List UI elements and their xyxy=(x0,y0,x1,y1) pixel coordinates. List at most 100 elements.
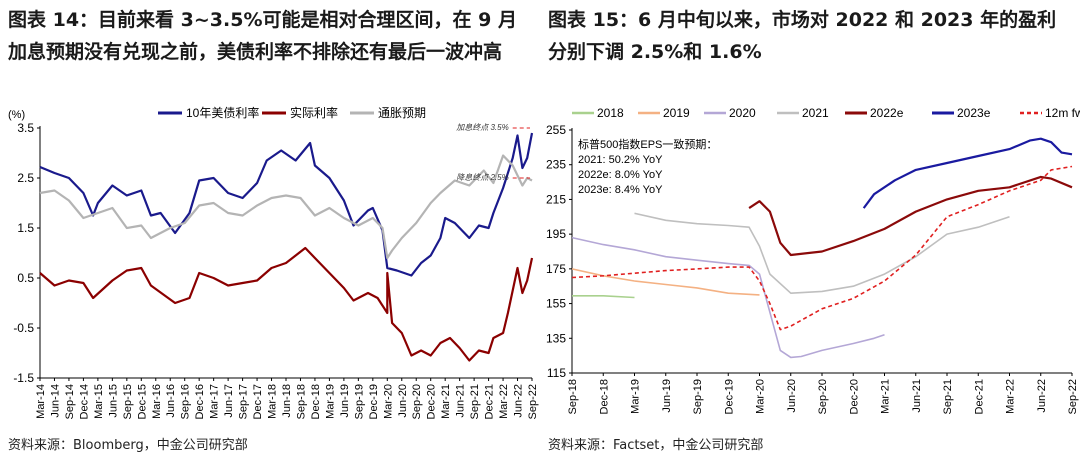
x-tick-label: Sep-22 xyxy=(1067,379,1079,414)
y-tick-label: 195 xyxy=(546,227,566,241)
legend-label: 12m fwd xyxy=(1045,106,1080,120)
x-tick-label: Jun-14 xyxy=(49,384,61,418)
x-tick-label: Sep-22 xyxy=(527,384,539,419)
y-tick-label: 115 xyxy=(547,366,566,380)
x-tick-label: Mar-20 xyxy=(382,384,394,419)
x-tick-label: Jun-18 xyxy=(281,384,293,418)
x-tick-label: Mar-16 xyxy=(151,384,163,419)
left-source: 资料来源：Bloomberg，中金公司研究部 xyxy=(8,438,248,453)
reference-label: 加息终点 3.5% xyxy=(456,123,508,132)
right-chart: 115 135 155 175 195 215 235 255 Sep-18 Dec-18 Mar-… xyxy=(546,106,1080,414)
y-tick-label: 235 xyxy=(546,158,566,172)
x-tick-label: Mar-20 xyxy=(755,379,767,414)
y-tick-label: 155 xyxy=(546,297,566,311)
x-tick-label: Sep-16 xyxy=(180,384,192,419)
y-tick-label: -1.5 xyxy=(13,371,34,385)
x-tick-label: Dec-17 xyxy=(252,384,264,419)
right-source: 资料来源：Factset，中金公司研究部 xyxy=(548,438,764,453)
right-chart-title: 图表 15：6 月中旬以来，市场对 2022 和 2023 年的盈利分别下调 2… xyxy=(548,9,1057,63)
y-tick-label: 255 xyxy=(546,123,566,137)
x-tick-label: Sep-14 xyxy=(64,384,76,419)
legend-label: 2020 xyxy=(729,106,756,120)
legend-label: 2021 xyxy=(802,106,829,120)
legend-label: 实际利率 xyxy=(290,105,338,120)
x-tick-label: Mar-21 xyxy=(880,379,892,414)
series-line-2021 xyxy=(634,212,1010,294)
x-tick-label: Mar-15 xyxy=(93,384,105,419)
x-tick-label: Mar-22 xyxy=(1005,379,1017,414)
x-tick-label: Dec-18 xyxy=(598,379,610,414)
x-tick-label: Sep-17 xyxy=(238,384,250,419)
x-tick-label: Sep-19 xyxy=(353,384,365,419)
x-tick-label: Jun-20 xyxy=(397,384,409,418)
x-tick-label: Sep-18 xyxy=(295,384,307,419)
y-tick-label: 1.5 xyxy=(17,221,34,235)
x-tick-label: Jun-19 xyxy=(661,379,673,413)
left-chart-title: 图表 14：目前来看 3~3.5%可能是相对合理区间，在 9 月加息预期没有兑现… xyxy=(8,9,517,63)
x-tick-label: Mar-22 xyxy=(498,384,510,419)
x-tick-label: Mar-21 xyxy=(440,384,452,419)
x-tick-label: Jun-21 xyxy=(455,384,467,418)
legend-label: 通胀预期 xyxy=(378,106,426,120)
x-tick-label: Mar-19 xyxy=(324,384,336,419)
x-tick-label: Dec-20 xyxy=(848,379,860,414)
series-line-2023e xyxy=(862,137,1073,209)
x-tick-label: Jun-19 xyxy=(339,384,351,418)
legend-label: 2019 xyxy=(663,106,690,120)
series-line-10 xyxy=(39,132,534,277)
series-line-series xyxy=(39,154,533,260)
reference-label: 降息终点 2.5% xyxy=(456,173,508,182)
x-tick-label: Dec-14 xyxy=(78,384,90,419)
x-tick-label: Mar-19 xyxy=(630,379,642,414)
y-tick-label: 3.5 xyxy=(17,121,34,135)
series-line-series xyxy=(39,246,534,362)
x-tick-label: Mar-17 xyxy=(209,384,221,419)
x-tick-label: Jun-15 xyxy=(107,384,119,418)
x-tick-label: Mar-14 xyxy=(35,384,47,419)
x-tick-label: Jun-22 xyxy=(513,384,525,418)
legend-label: 2018 xyxy=(597,106,624,120)
legend-label: 2022e xyxy=(870,106,904,120)
x-tick-label: Dec-16 xyxy=(194,384,206,419)
x-tick-label: Sep-21 xyxy=(469,384,481,419)
series-line-2018 xyxy=(572,295,635,299)
y-tick-label: -0.5 xyxy=(13,321,34,335)
x-tick-label: Jun-16 xyxy=(165,384,177,418)
eps-annotation-line: 2021: 50.2% YoY xyxy=(578,154,663,166)
eps-annotation-line: 2022e: 8.0% YoY xyxy=(578,169,663,181)
x-tick-label: Jun-20 xyxy=(786,379,798,413)
x-tick-label: Sep-20 xyxy=(411,384,423,419)
x-tick-label: Sep-19 xyxy=(692,379,704,414)
y-tick-label: 215 xyxy=(546,192,566,206)
x-tick-label: Dec-21 xyxy=(484,384,496,419)
eps-annotation-line: 2023e: 8.4% YoY xyxy=(578,184,663,196)
x-tick-label: Dec-15 xyxy=(136,384,148,419)
x-tick-label: Sep-20 xyxy=(817,379,829,414)
x-tick-label: Mar-18 xyxy=(267,384,279,419)
x-tick-label: Dec-19 xyxy=(723,379,735,414)
right-panel: 图表 15：6 月中旬以来，市场对 2022 和 2023 年的盈利分别下调 2… xyxy=(540,0,1080,460)
y-tick-label: 2.5 xyxy=(17,171,34,185)
y-tick-label: 135 xyxy=(546,331,566,345)
x-tick-label: Dec-21 xyxy=(973,379,985,414)
x-tick-label: Sep-15 xyxy=(122,384,134,419)
x-tick-label: Jun-21 xyxy=(911,379,923,413)
x-tick-label: Dec-18 xyxy=(310,384,322,419)
x-tick-label: Sep-18 xyxy=(567,379,579,414)
legend-label: 10年美债利率 xyxy=(186,105,259,120)
series-line-2020 xyxy=(571,236,885,359)
x-tick-label: Dec-20 xyxy=(426,384,438,419)
eps-annotation-line: 标普500指数EPS一致预期： xyxy=(578,137,717,151)
legend-label: 2023e xyxy=(957,106,991,120)
x-tick-label: Jun-17 xyxy=(223,384,235,418)
x-tick-label: Jun-22 xyxy=(1036,379,1048,413)
left-panel: 图表 14：目前来看 3~3.5%可能是相对合理区间，在 9 月加息预期没有兑现… xyxy=(8,9,539,453)
x-tick-label: Sep-21 xyxy=(942,379,954,414)
y-tick-label: 175 xyxy=(546,262,566,276)
y-tick-label: 0.5 xyxy=(17,271,34,285)
series-line-2022e xyxy=(748,175,1073,257)
series-line-2019 xyxy=(571,268,760,296)
x-tick-label: Dec-19 xyxy=(368,384,380,419)
y-axis-unit: (%) xyxy=(8,109,25,121)
